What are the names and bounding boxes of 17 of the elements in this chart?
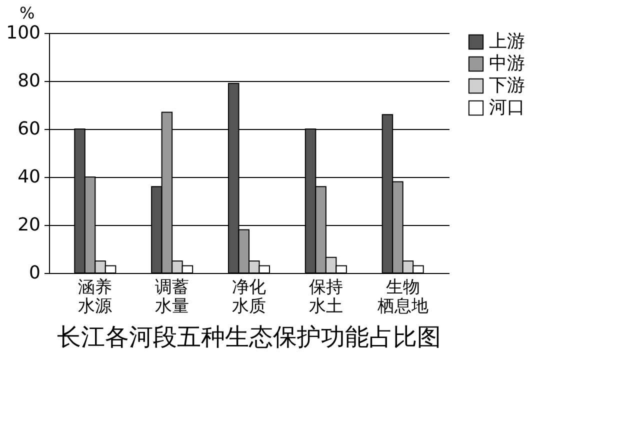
- x-tick-label: 保持水土: [308, 278, 343, 316]
- legend-label: 上游: [489, 31, 525, 52]
- legend-label: 河口: [489, 97, 525, 118]
- y-tick-label: 40: [18, 166, 40, 188]
- y-tick-label: 100: [6, 22, 40, 44]
- y-tick-label: 60: [18, 118, 40, 140]
- x-tick-label: 净化水质: [232, 278, 266, 316]
- x-tick-label: 调蓄水量: [155, 278, 190, 316]
- legend-label: 下游: [489, 75, 525, 96]
- y-axis-title: %: [20, 4, 35, 22]
- y-tick-label: 20: [18, 214, 40, 236]
- text: 长江各河段五种生态保护功能占比图: [57, 323, 441, 351]
- x-tick-label: 涵养水源: [78, 278, 112, 316]
- x-tick-label: 生物栖息地: [376, 278, 428, 316]
- y-tick-label: 0: [29, 262, 40, 284]
- y-tick-label: 80: [18, 70, 40, 92]
- legend-label: 中游: [489, 53, 525, 74]
